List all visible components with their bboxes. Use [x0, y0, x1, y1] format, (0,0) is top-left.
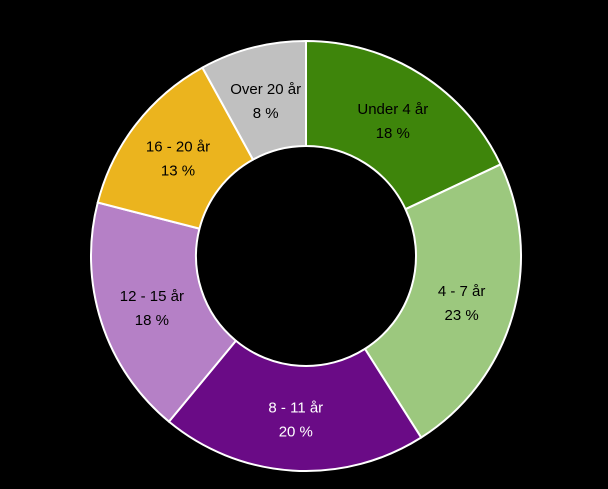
donut-slice-under-4-r[interactable]	[305, 40, 502, 211]
donut-slice-12-15-r[interactable]	[90, 201, 237, 423]
donut-slice-over-20-r[interactable]	[201, 40, 307, 161]
slice-category-text: Over 20 år	[230, 81, 301, 98]
slice-value-text: 18 %	[376, 125, 410, 142]
slice-label-under-4-r: Under 4 år 18 %	[357, 101, 428, 142]
slice-label-over-20-r: Over 20 år 8 %	[230, 81, 301, 122]
slice-value-text: 20 %	[279, 424, 313, 441]
slice-category-text: Under 4 år	[357, 101, 428, 118]
slice-value-text: 8 %	[253, 105, 279, 122]
slice-value-text: 23 %	[444, 307, 478, 324]
slice-category-text: 16 - 20 år	[146, 139, 210, 156]
slice-category-text: 12 - 15 år	[120, 288, 184, 305]
donut-slice-4-7-r[interactable]	[363, 163, 522, 439]
slice-category-text: 4 - 7 år	[438, 283, 486, 300]
slice-label-16-20-r: 16 - 20 år 13 %	[146, 139, 210, 180]
slice-label-8-11-r: 8 - 11 år 20 %	[268, 400, 323, 441]
donut-slice-8-11-r[interactable]	[167, 339, 423, 472]
slice-value-text: 13 %	[161, 163, 195, 180]
slice-value-text: 18 %	[135, 312, 169, 329]
slice-label-4-7-r: 4 - 7 år 23 %	[438, 283, 486, 324]
slice-label-12-15-r: 12 - 15 år 18 %	[120, 288, 184, 329]
slice-category-text: 8 - 11 år	[268, 400, 323, 417]
